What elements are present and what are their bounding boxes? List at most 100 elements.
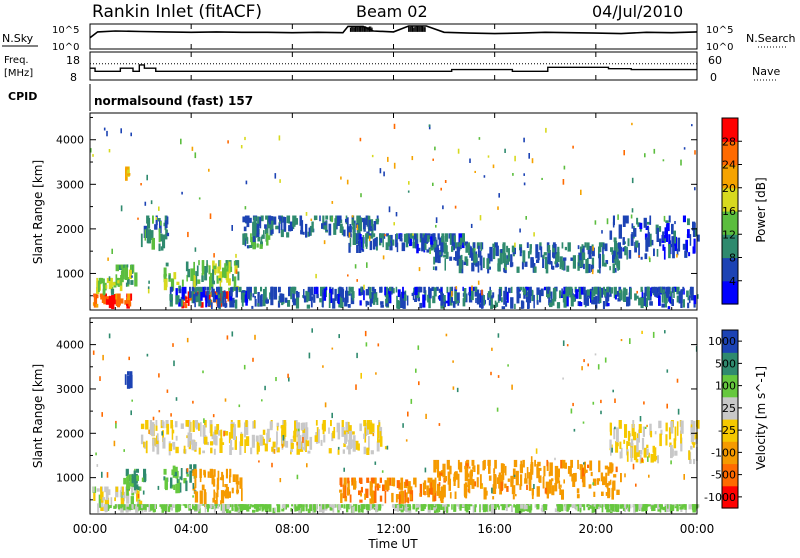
vel-cells-cell — [291, 504, 293, 507]
power-cells-cell — [570, 295, 574, 307]
vel-cells-cell — [369, 498, 372, 504]
power-cells-cell — [177, 295, 180, 303]
vel-cells-cell — [222, 474, 224, 487]
vel-cells-scatter — [108, 333, 111, 339]
vel-cells-cell — [530, 504, 533, 511]
power-cells-cell — [170, 280, 173, 291]
vel-cells-cell — [137, 486, 140, 491]
vel-cells-cell — [669, 432, 672, 440]
vel-cells-scatter — [644, 426, 647, 429]
power-cells-cell — [117, 298, 120, 308]
power-cells-cell — [559, 256, 563, 268]
power-cells-cell — [233, 286, 236, 291]
vel-cells-cell — [125, 509, 129, 513]
power-cells-cell — [598, 289, 602, 304]
power-cells-cell — [365, 289, 369, 296]
vel-cells-cell — [382, 484, 386, 492]
vel-cells-cell — [156, 433, 159, 441]
vel-cells-cell — [465, 484, 468, 499]
vel-cells-cell — [419, 483, 422, 497]
power-cells-cell — [452, 301, 456, 308]
vel-cells-cell — [369, 422, 373, 435]
vel-cells-cell — [186, 473, 189, 477]
vel-cells-cell — [183, 445, 186, 454]
power-cells-cell — [614, 240, 618, 256]
vel-cells-scatter — [175, 397, 178, 401]
power-cells-scatter — [512, 173, 514, 176]
vel-cells-cell — [214, 499, 217, 505]
power-cells-scatter — [618, 290, 621, 293]
power-cells-cell — [583, 286, 586, 294]
vel-cells-cell — [188, 420, 191, 435]
power-colorbar-label: Power [dB] — [754, 177, 768, 242]
power-cells-cell — [566, 295, 569, 307]
power-cells-cell — [122, 264, 126, 268]
vel-cells-cell — [344, 485, 347, 498]
vel-cells-cell — [626, 441, 628, 454]
vel-cells-cell — [256, 442, 260, 452]
power-cells-cell — [308, 227, 311, 237]
power-cells-cell — [433, 287, 437, 297]
power-cells-cell — [474, 254, 478, 263]
power-cells-scatter — [107, 257, 109, 261]
power-cells-cell — [210, 279, 214, 289]
power-cells-cell — [463, 242, 466, 246]
vel-cells-cell — [600, 472, 604, 482]
power-cells-cell — [432, 295, 436, 304]
vel-cells-cell — [115, 486, 119, 492]
vel-cells-cell — [420, 504, 423, 506]
power-cells-cell — [207, 291, 211, 301]
power-cells-cell — [445, 245, 448, 259]
power-cells-cell — [155, 215, 158, 226]
vel-cells-cell — [583, 504, 586, 511]
vel-cells-cell — [464, 504, 467, 511]
power-cells-cell — [264, 227, 269, 234]
vel-cells-cell — [172, 441, 176, 447]
power-cells-cell — [127, 166, 129, 170]
vel-cells-cell — [607, 487, 610, 499]
vel-cells-cell — [466, 473, 470, 478]
power-cells-cell — [366, 301, 370, 306]
velocity-y-tick-label: 1000 — [56, 472, 84, 485]
vel-cells-cell — [240, 433, 244, 446]
power-cells-cell — [152, 215, 154, 224]
power-cells-cell — [635, 240, 639, 248]
power-cells-cell — [604, 243, 608, 252]
power-cells-cell — [372, 298, 376, 305]
vel-cells-cell — [558, 480, 561, 489]
power-cells-cell — [476, 242, 480, 249]
vel-cells-cell — [232, 504, 236, 508]
power-cells-scatter — [331, 201, 334, 204]
power-cells-scatter — [533, 232, 535, 237]
vel-cells-scatter — [635, 483, 637, 487]
power-cells-cell — [252, 236, 256, 243]
vel-cells-cell — [255, 435, 259, 442]
vel-cells-cell — [448, 478, 451, 491]
vel-cells-cell — [216, 504, 220, 509]
vel-cells-cell — [570, 459, 573, 468]
power-cells-cell — [627, 238, 630, 247]
power-cells-cell — [217, 298, 221, 308]
power-cells-cell — [566, 265, 570, 272]
vel-cells-cell — [342, 449, 345, 454]
power-cells-cell — [399, 234, 403, 242]
vel-cells-cell — [347, 477, 350, 484]
vel-cells-cell — [275, 442, 278, 451]
power-cells-cell — [553, 252, 556, 259]
power-cells-cell — [300, 220, 304, 235]
vel-cells-scatter — [243, 364, 246, 370]
power-cells-cell — [443, 242, 447, 254]
power-cells-scatter — [444, 180, 447, 183]
power-cells-cell — [251, 305, 254, 309]
vel-cells-cell — [210, 441, 214, 446]
power-cells-scatter — [594, 220, 597, 225]
vel-cells-cell — [650, 453, 654, 463]
power-cells-cell — [501, 306, 506, 310]
power-cells-cell — [382, 233, 384, 248]
vel-cells-cell — [615, 441, 619, 453]
vel-cells-cell — [228, 510, 232, 514]
power-cells-cell — [120, 264, 124, 269]
power-cells-cell — [458, 255, 462, 261]
x-tick-label: 08:00 — [275, 522, 310, 536]
vel-cells-cell — [417, 504, 421, 508]
